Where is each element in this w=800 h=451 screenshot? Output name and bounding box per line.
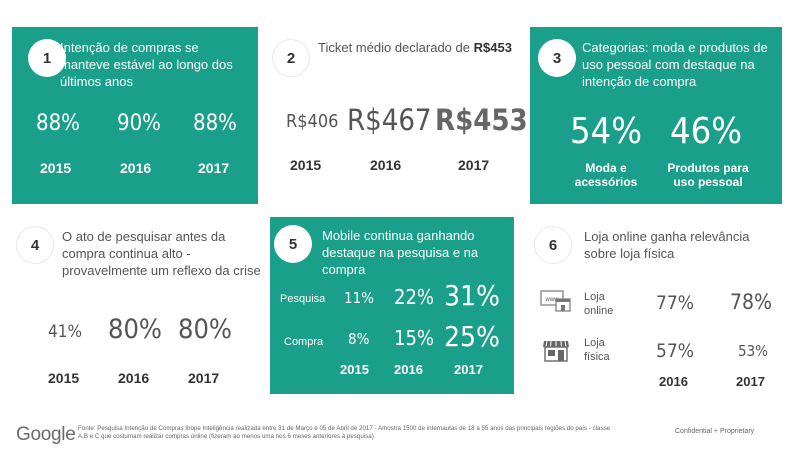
online-2016: 77% [656,292,694,314]
purchase-2016: 15% [394,326,434,350]
card-research-before-purchase: 4 O ato de pesquisar antes da compra con… [12,218,262,398]
year-2016: 2016 [118,370,150,386]
purchase-2017: 25% [444,320,500,353]
value-fashion: 54% [570,111,642,152]
value-2017: 80% [178,314,232,345]
year-2017: 2017 [454,362,483,377]
year-2016: 2016 [370,157,402,173]
year-2016: 2016 [659,374,688,389]
card-title-text: Ticket médio declarado de [318,40,474,55]
card-number-badge: 5 [274,225,312,263]
year-2017: 2017 [458,157,490,173]
card-title: Mobile continua ganhando destaque na pes… [322,228,479,277]
label-personal-use: Produtos para uso pessoal [667,161,749,189]
row-label-research: Pesquisa [280,293,326,305]
physical-2017: 53% [738,342,768,360]
row-label-physical: Loja física [584,337,610,363]
card-title: Categorias: moda e produtos de uso pesso… [582,40,768,89]
card-mobile: 5 Mobile continua ganhando destaque na p… [270,217,514,394]
store-icon [542,339,570,363]
research-2016: 22% [394,285,434,309]
year-2017: 2017 [188,370,220,386]
year-2015: 2015 [340,362,369,377]
year-2017: 2017 [198,160,230,176]
physical-2016: 57% [656,340,694,362]
value-2016: 90% [117,111,161,136]
online-2017: 78% [730,290,772,314]
card-title-bold: R$453 [473,40,512,55]
card-categories: 3 Categorias: moda e produtos de uso pes… [530,27,782,204]
card-number-badge: 4 [16,226,54,264]
year-2015: 2015 [48,370,80,386]
card-number-badge: 1 [28,39,66,77]
card-purchase-intention: 1 Intenção de compras se manteve estável… [12,27,258,204]
value-2015: 88% [36,111,80,136]
confidential-label: Confidential + Proprietary [675,428,755,435]
value-2015: R$406 [286,111,339,132]
card-title: Ticket médio declarado de R$453 [318,39,518,56]
card-title: Loja online ganha relevância sobre loja … [584,229,750,261]
www-store-icon: www [540,290,572,314]
research-2015: 11% [344,289,374,307]
value-personal-use: 46% [670,111,742,152]
row-label-online: Loja online [584,291,614,317]
svg-text:www: www [545,297,560,303]
source-note: Fonte: Pesquisa Intenção de Compras Ibop… [78,425,611,440]
value-2017: 88% [193,111,237,136]
card-average-ticket: 2 Ticket médio declarado de R$453 R$406 … [270,27,528,204]
card-number-badge: 2 [272,39,310,77]
purchase-2015: 8% [348,330,370,348]
card-title: O ato de pesquisar antes da compra conti… [62,229,261,278]
google-logo: Google [16,424,76,445]
label-fashion: Moda e acessórios [574,161,638,189]
row-label-purchase: Compra [284,336,324,348]
year-2015: 2015 [290,157,322,173]
value-2016: 80% [108,314,162,345]
card-title: Intenção de compras se manteve estável a… [60,40,233,89]
year-2016: 2016 [120,160,152,176]
year-2017: 2017 [736,374,765,389]
card-online-store: 6 Loja online ganha relevância sobre loj… [528,218,790,398]
research-2017: 31% [444,279,500,312]
year-2015: 2015 [40,160,72,176]
year-2016: 2016 [394,362,423,377]
value-2015: 41% [48,322,82,342]
value-2016: R$467 [347,103,432,137]
card-number-badge: 3 [538,39,576,77]
value-2017: R$453 [435,103,528,137]
card-number-badge: 6 [534,226,572,264]
